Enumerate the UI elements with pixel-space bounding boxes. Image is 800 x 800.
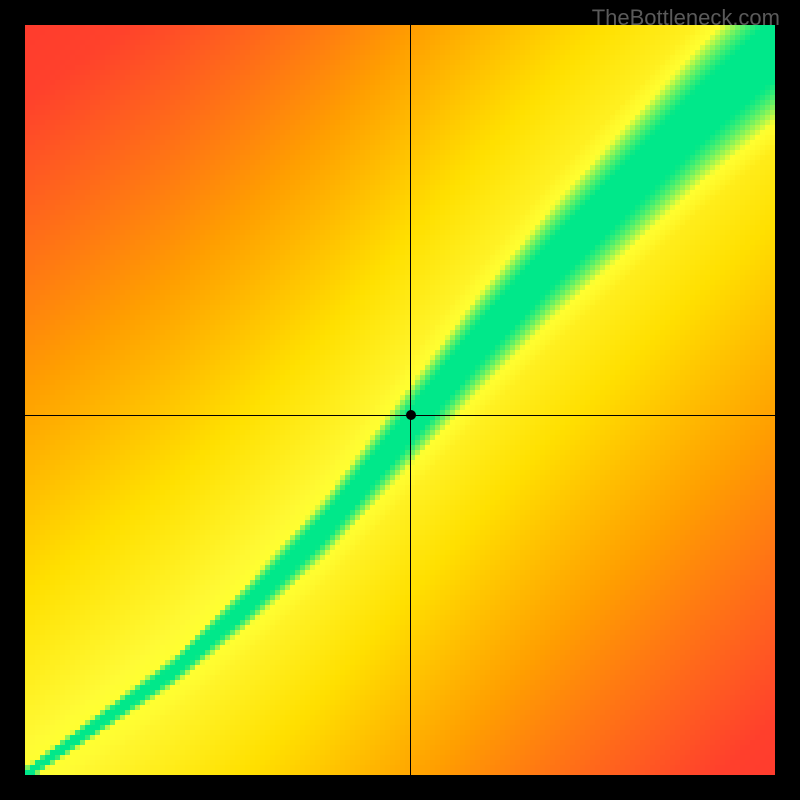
crosshair-horizontal — [25, 415, 775, 416]
watermark-text: TheBottleneck.com — [592, 5, 780, 31]
plot-area — [25, 25, 775, 775]
crosshair-vertical — [410, 25, 411, 775]
crosshair-marker — [406, 410, 416, 420]
heatmap-canvas — [25, 25, 775, 775]
chart-frame: TheBottleneck.com — [0, 0, 800, 800]
